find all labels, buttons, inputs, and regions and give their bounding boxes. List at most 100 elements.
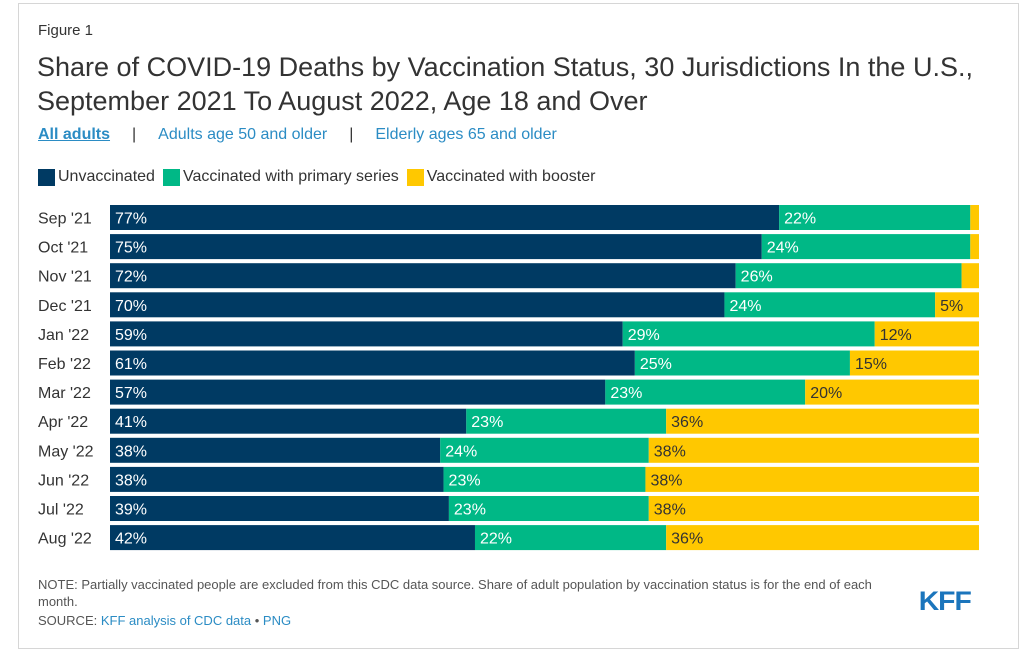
bar-segment-booster[interactable] [970, 205, 979, 230]
bar-segment-booster[interactable] [961, 263, 979, 289]
data-label: 24% [445, 443, 477, 460]
bar-row: Jan '22 59% 29% 12% [38, 321, 979, 347]
bar-segment-unvaccinated[interactable] [110, 408, 467, 434]
chart-note: NOTE: Partially vaccinated people are ex… [38, 577, 872, 609]
data-label: 72% [115, 269, 147, 286]
category-label: Mar '22 [38, 385, 91, 402]
data-label: 20% [810, 385, 842, 402]
bar-row: Nov '21 72% 26% [38, 263, 979, 289]
source-link[interactable]: KFF analysis of CDC data [100, 613, 252, 628]
data-label: 70% [115, 298, 147, 315]
data-label: 15% [855, 356, 887, 373]
legend-label: Vaccinated with primary series [182, 168, 399, 185]
bar-row: Sep '21 77% 22% [38, 205, 979, 230]
data-label: 26% [741, 269, 773, 286]
bar-segment-booster[interactable] [645, 466, 979, 492]
data-label: 42% [115, 531, 147, 548]
bar-segment-primary[interactable] [448, 496, 649, 521]
data-label: 24% [729, 298, 761, 315]
bar-row: Oct '21 75% 24% [38, 234, 979, 260]
data-label: 22% [480, 531, 512, 548]
category-label: Sep '21 [38, 211, 92, 228]
legend-label: Vaccinated with booster [426, 168, 596, 185]
data-label: 36% [671, 414, 703, 431]
bar-row: Feb '22 61% 25% 15% [38, 350, 979, 376]
figure-label: Figure 1 [38, 22, 94, 39]
bar-segment-unvaccinated[interactable] [110, 292, 725, 318]
bar-segment-primary[interactable] [779, 205, 971, 230]
bar-segment-booster[interactable] [849, 350, 979, 376]
kff-logo: KFF [918, 586, 972, 616]
data-label: 38% [115, 443, 147, 460]
png-download-link[interactable]: PNG [262, 613, 292, 628]
data-label: 23% [610, 385, 642, 402]
bar-row: May '22 38% 24% 38% [38, 437, 979, 463]
bar-segment-unvaccinated[interactable] [110, 263, 736, 289]
category-label: Apr '22 [38, 414, 88, 431]
data-label: 38% [654, 443, 686, 460]
bar-segment-unvaccinated[interactable] [110, 350, 635, 376]
category-label: May '22 [38, 443, 94, 460]
tab-separator: | [132, 126, 137, 143]
bar-segment-booster[interactable] [666, 525, 979, 551]
legend-item-primary[interactable]: Vaccinated with primary series [162, 168, 399, 186]
bar-row: Aug '22 42% 22% 36% [38, 525, 979, 551]
bar-row: Jun '22 38% 23% 38% [38, 466, 979, 492]
bar-segment-booster[interactable] [970, 234, 979, 260]
category-label: Nov '21 [38, 269, 92, 286]
data-label: 38% [115, 472, 147, 489]
bar-segment-primary[interactable] [440, 437, 649, 463]
legend-label: Unvaccinated [58, 168, 155, 185]
bar-segment-primary[interactable] [634, 350, 850, 376]
bar-segment-primary[interactable] [443, 466, 646, 492]
bar-segment-unvaccinated[interactable] [110, 437, 441, 463]
tab-all-adults[interactable]: All adults [38, 126, 111, 143]
bar-segment-booster[interactable] [666, 408, 979, 434]
source-bullet: • [251, 613, 263, 628]
bar-segment-unvaccinated[interactable] [110, 321, 623, 347]
bar-segment-unvaccinated[interactable] [110, 234, 762, 260]
bar-segment-booster[interactable] [805, 379, 979, 405]
data-label: 23% [471, 414, 503, 431]
bar-segment-primary[interactable] [735, 263, 962, 289]
category-label: Dec '21 [38, 298, 92, 315]
data-label: 22% [784, 211, 816, 228]
bar-segment-primary[interactable] [605, 379, 806, 405]
bar-segment-primary[interactable] [761, 234, 971, 260]
bar-segment-unvaccinated[interactable] [110, 525, 475, 551]
data-label: 23% [449, 472, 481, 489]
data-label: 36% [671, 531, 703, 548]
bar-segment-booster[interactable] [648, 496, 979, 521]
bar-row: Mar '22 57% 23% 20% [38, 379, 979, 405]
legend-item-booster[interactable]: Vaccinated with booster [406, 168, 596, 186]
bar-segment-primary[interactable] [724, 292, 936, 318]
chart-source: SOURCE: KFF analysis of CDC data • PNG [38, 613, 291, 628]
data-label: 12% [880, 327, 912, 344]
bar-segment-primary[interactable] [622, 321, 875, 347]
data-label: 5% [940, 298, 963, 315]
data-label: 75% [115, 240, 147, 257]
bar-segment-booster[interactable] [874, 321, 979, 347]
legend-item-unvaccinated[interactable]: Unvaccinated [38, 168, 155, 186]
legend-swatch-primary [162, 168, 180, 186]
bar-segment-booster[interactable] [935, 292, 979, 318]
bar-row: Dec '21 70% 24% 5% [38, 292, 979, 318]
category-label: Feb '22 [38, 356, 91, 373]
source-prefix: SOURCE: [38, 613, 101, 628]
category-label: Jul '22 [38, 502, 84, 519]
data-label: 59% [115, 327, 147, 344]
bar-segment-booster[interactable] [648, 437, 979, 463]
bar-segment-unvaccinated[interactable] [110, 205, 780, 230]
population-tabs: All adults | Adults age 50 and older | E… [38, 126, 557, 144]
tab-elderly-65-older[interactable]: Elderly ages 65 and older [375, 126, 557, 143]
data-label: 61% [115, 356, 147, 373]
legend-swatch-booster [406, 168, 424, 186]
bar-segment-unvaccinated[interactable] [110, 466, 444, 492]
data-label: 25% [640, 356, 672, 373]
bar-segment-primary[interactable] [474, 525, 667, 551]
bar-segment-unvaccinated[interactable] [110, 379, 606, 405]
bar-segment-unvaccinated[interactable] [110, 496, 449, 521]
tab-adults-50-older[interactable]: Adults age 50 and older [158, 126, 328, 143]
bar-segment-primary[interactable] [466, 408, 667, 434]
